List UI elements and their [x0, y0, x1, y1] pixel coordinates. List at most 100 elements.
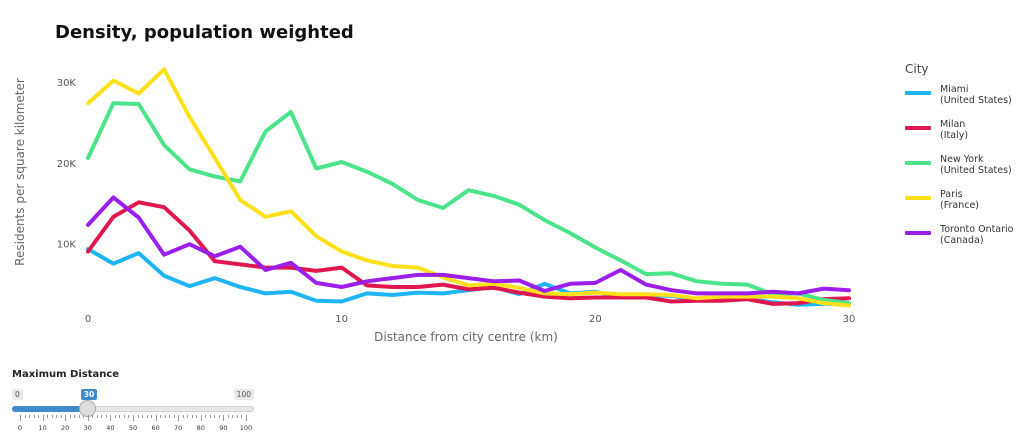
legend-label-name: New York [940, 154, 984, 165]
slider-minor-tick [169, 415, 171, 418]
max-distance-slider: Maximum Distance 0 30 100 0 10 20 30 40 50 60 7… [12, 369, 257, 432]
slider-major-tick [223, 415, 225, 421]
slider-tick-label: 70 [174, 424, 183, 432]
legend-label: Paris (France) [940, 189, 979, 211]
slider-minor-tick [33, 415, 35, 418]
slider-minor-tick [187, 415, 189, 418]
slider-minor-tick [47, 415, 49, 418]
legend-label-sublabel: (United States) [940, 165, 1012, 176]
line-chart: 10K 20K 30K 0 10 20 30 Distance from city cen… [13, 67, 856, 344]
legend-swatch [905, 196, 931, 200]
slider-tick-label: 30 [83, 424, 92, 432]
slider-minor-tick [101, 415, 103, 418]
slider-minor-tick [146, 415, 148, 418]
slider-minor-tick [209, 415, 211, 418]
slider-tick-label: 40 [106, 424, 115, 432]
series-line-paris[interactable] [86, 67, 851, 308]
y-tick-label: 30K [57, 78, 77, 89]
slider-major-tick [246, 415, 247, 421]
legend-item-milan[interactable]: Milan (Italy) [905, 119, 1014, 154]
slider-minor-tick [191, 415, 193, 418]
legend-item-new-york[interactable]: New York (United States) [905, 154, 1014, 189]
legend-item-paris[interactable]: Paris (France) [905, 189, 1014, 224]
slider-major-tick [110, 415, 112, 421]
slider-minor-tick [105, 415, 107, 418]
legend-label: Miami (United States) [940, 84, 1012, 106]
y-axis: 10K 20K 30K [57, 78, 77, 250]
series-lines[interactable] [86, 67, 851, 308]
y-axis-title: Residents per square kilometer [13, 78, 27, 266]
slider-value-badge: 30 [80, 389, 98, 400]
slider-minor-tick [128, 415, 130, 418]
legend-label: Toronto Ontario (Canada) [940, 224, 1014, 246]
series-line-toronto-ontario[interactable] [86, 195, 851, 296]
slider-minor-tick [218, 415, 220, 418]
slider-minor-tick [214, 415, 216, 418]
slider-minor-tick [160, 415, 162, 418]
slider-minor-tick [241, 415, 243, 418]
slider-minor-tick [137, 415, 139, 418]
slider-tick-label: 10 [38, 424, 47, 432]
legend-label-sublabel: (United States) [940, 95, 1012, 106]
legend-label: Milan (Italy) [940, 119, 968, 141]
slider-minor-tick [232, 415, 234, 418]
slider-tick-label: 100 [239, 424, 253, 432]
slider-tick-label: 20 [61, 424, 70, 432]
slider-minor-tick [196, 415, 198, 418]
legend-item-toronto-ontario[interactable]: Toronto Ontario (Canada) [905, 224, 1014, 259]
slider-minor-tick [227, 415, 229, 418]
slider-major-tick [200, 415, 202, 421]
slider-minor-tick [78, 415, 80, 418]
slider-major-tick [65, 415, 67, 421]
y-tick-label: 20K [57, 159, 77, 170]
slider-minor-tick [205, 415, 207, 418]
slider-major-tick [155, 415, 157, 421]
legend-swatch [905, 231, 931, 235]
slider-minor-tick [96, 415, 98, 418]
legend-label: New York (United States) [940, 154, 1012, 176]
slider-min-badge: 0 [12, 389, 23, 400]
slider-major-tick [178, 415, 180, 421]
slider-fill [12, 406, 88, 412]
slider-label: Maximum Distance [12, 369, 120, 380]
series-line-new-york[interactable] [86, 101, 851, 306]
x-axis: 0 10 20 30 [85, 314, 856, 325]
x-tick-label: 10 [335, 314, 348, 325]
legend-label-name: Paris [940, 189, 963, 200]
slider-major-tick [133, 415, 134, 421]
slider-tick-label: 60 [151, 424, 160, 432]
slider-minor-tick [119, 415, 121, 418]
legend-label-sublabel: (Canada) [940, 235, 984, 246]
x-tick-label: 0 [85, 314, 91, 325]
slider-major-tick [42, 415, 44, 421]
slider-minor-tick [83, 415, 85, 418]
legend-swatch [905, 161, 931, 165]
legend-swatch [905, 126, 931, 130]
legend-label-name: Milan [940, 119, 966, 130]
legend-item-miami[interactable]: Miami (United States) [905, 84, 1014, 119]
slider-minor-tick [60, 415, 62, 418]
slider-tick-label: 80 [196, 424, 205, 432]
slider-tick-label: 0 [17, 424, 23, 432]
slider-tick-label: 50 [128, 424, 138, 432]
slider-minor-tick [69, 415, 71, 418]
slider-minor-tick [51, 415, 53, 418]
slider-minor-tick [164, 415, 166, 418]
legend-label-sublabel: (Italy) [940, 130, 969, 141]
slider-minor-tick [56, 415, 58, 418]
legend-label-name: Toronto Ontario [940, 224, 1014, 235]
legend-swatch [905, 91, 931, 95]
chart-title: Density, population weighted [55, 22, 354, 43]
slider-minor-tick [173, 415, 175, 418]
slider-minor-tick [114, 415, 116, 418]
slider-minor-tick [24, 415, 26, 418]
x-tick-label: 20 [589, 314, 602, 325]
slider-minor-tick [38, 415, 40, 418]
x-axis-title: Distance from city centre (km) [374, 330, 558, 344]
series-line-milan[interactable] [86, 200, 851, 306]
slider-major-tick [87, 415, 89, 421]
x-tick-label: 30 [843, 314, 856, 325]
y-tick-label: 10K [57, 239, 77, 250]
slider-minor-tick [29, 415, 31, 418]
slider-major-tick [20, 415, 21, 421]
